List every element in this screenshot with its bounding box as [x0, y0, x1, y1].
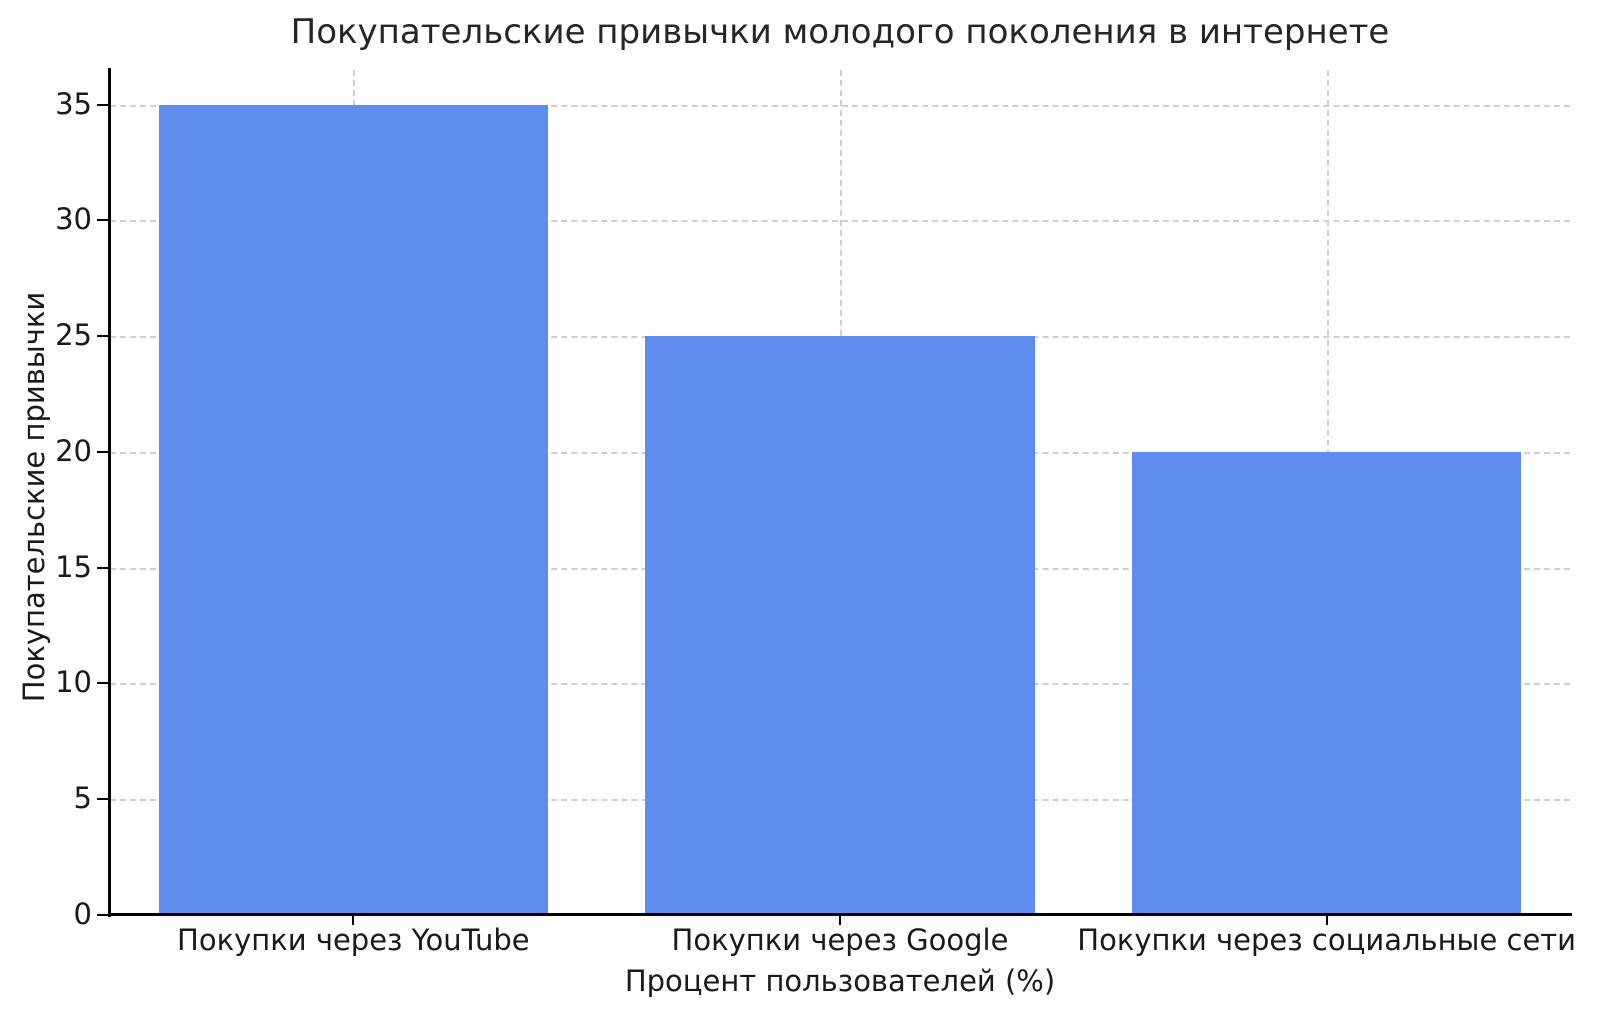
- x-tick-mark: [1325, 915, 1328, 925]
- y-tick-label: 25: [55, 318, 92, 353]
- y-tick-label: 5: [73, 781, 92, 816]
- y-tick-mark: [97, 103, 109, 106]
- x-tick-label-0: Покупки через YouTube: [177, 923, 530, 957]
- y-tick-label: 0: [73, 897, 92, 931]
- y-tick-mark: [97, 566, 109, 569]
- y-tick-mark: [97, 798, 109, 801]
- y-tick-label: 30: [55, 202, 92, 237]
- bar-2: [1132, 452, 1522, 915]
- y-tick-label: 10: [55, 665, 92, 700]
- y-tick-mark: [97, 914, 109, 916]
- x-tick-label-1: Покупки через Google: [671, 923, 1009, 957]
- x-axis-spine: [108, 913, 1572, 916]
- y-tick-label: 20: [55, 433, 92, 468]
- plot-area: [110, 70, 1570, 915]
- y-tick-mark: [97, 335, 109, 338]
- x-tick-mark: [839, 915, 841, 925]
- y-axis-spine: [108, 68, 111, 917]
- y-tick-label: 35: [55, 86, 92, 121]
- chart-title: Покупательские привычки молодого поколен…: [290, 12, 1390, 52]
- x-tick-label-2: Покупки через социальные сети: [1077, 923, 1577, 957]
- y-tick-mark: [97, 219, 109, 222]
- y-tick-mark: [97, 682, 109, 685]
- x-axis-title: Процент пользователей (%): [624, 964, 1056, 998]
- y-tick-label: 15: [55, 549, 92, 584]
- bar-0: [158, 104, 548, 915]
- bar-1: [645, 336, 1035, 915]
- y-tick-mark: [97, 450, 109, 453]
- x-tick-mark: [352, 915, 355, 925]
